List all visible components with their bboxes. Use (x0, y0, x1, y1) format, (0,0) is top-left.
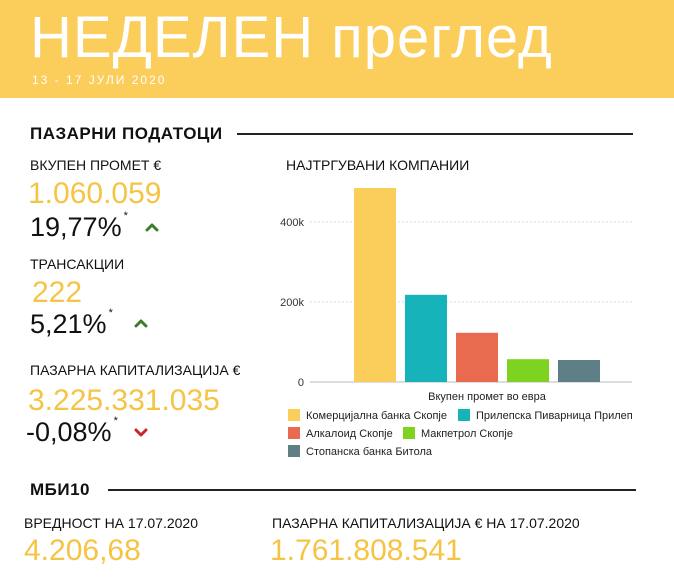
bar-2 (405, 294, 447, 382)
mbi10-value-label: ВРЕДНОСТ НА 17.07.2020 (24, 515, 198, 531)
turnover-value: 1.060.059 (28, 177, 162, 210)
legend-label: Прилепска Пиварница Прилеп (476, 410, 633, 422)
transactions-value: 222 (32, 276, 83, 309)
legend-item-3: Алкалоид Скопје (288, 427, 393, 440)
turnover-up-icon (145, 223, 159, 232)
mbi10-cap-label: ПАЗАРНА КАПИТАЛИЗАЦИЈА € НА 17.07.2020 (272, 515, 580, 531)
market-cap-change: -0,08% * (26, 415, 118, 448)
turnover-change-value: 19,77% (30, 212, 122, 242)
market-cap-label: ПАЗАРНА КАПИТАЛИЗАЦИЈА € (30, 362, 241, 378)
y-tick-label: 0 (298, 377, 304, 389)
legend-item-2: Прилепска Пиварница Прилеп (458, 409, 633, 422)
mbi10-heading: МБИ10 (30, 480, 91, 499)
transactions-asterisk: * (108, 307, 113, 319)
legend-label: Комерцијална банка Скопје (306, 410, 447, 422)
bar-1 (354, 188, 396, 382)
turnover-asterisk: * (123, 210, 128, 222)
market-data-heading: ПАЗАРНИ ПОДАТОЦИ (30, 124, 223, 143)
legend-label: Стопанска банка Битола (306, 446, 433, 458)
transactions-label: ТРАНСАКЦИИ (30, 256, 125, 272)
legend-item-4: Макпетрол Скопје (403, 427, 513, 440)
market-cap-change-value: -0,08% (26, 417, 112, 447)
mbi10-divider (108, 489, 636, 491)
top-companies-chart: 0 200k 400k Вкупен промет во евра (280, 188, 632, 403)
turnover-label: ВКУПЕН ПРОМЕТ € (30, 157, 162, 173)
y-tick-label: 400k (280, 217, 304, 229)
legend-item-5: Стопанска банка Битола (288, 445, 433, 458)
legend-label: Алкалоид Скопје (306, 428, 393, 440)
legend-swatch (288, 409, 300, 422)
legend-swatch (288, 427, 300, 440)
bar-3 (456, 332, 498, 382)
legend-label: Макпетрол Скопје (421, 428, 513, 440)
page-title: НЕДЕЛЕН преглед (30, 5, 553, 70)
bar-4 (507, 359, 549, 382)
legend-swatch (288, 445, 300, 458)
legend-swatch (403, 427, 415, 440)
market-cap-down-icon (134, 428, 148, 437)
y-tick-label: 200k (280, 297, 304, 309)
legend-item-1: Комерцијална банка Скопје (288, 409, 447, 422)
turnover-change: 19,77% * (30, 210, 128, 243)
transactions-up-icon (134, 319, 148, 328)
market-data-divider (237, 133, 633, 135)
bar-5 (558, 360, 600, 382)
header-banner: НЕДЕЛЕН преглед 13 - 17 ЈУЛИ 2020 (0, 0, 674, 98)
transactions-change-value: 5,21% (30, 309, 107, 339)
transactions-change: 5,21% * (30, 307, 113, 340)
mbi10-cap-value: 1.761.808.541 (270, 534, 462, 567)
mbi10-value: 4.206,68 (24, 534, 141, 567)
legend-swatch (458, 409, 470, 422)
market-cap-value: 3.225.331.035 (28, 384, 220, 417)
chart-title: НАЈТРГУВАНИ КОМПАНИИ (286, 157, 470, 173)
date-range: 13 - 17 ЈУЛИ 2020 (32, 73, 167, 87)
market-cap-asterisk: * (113, 415, 118, 427)
x-axis-label: Вкупен промет во евра (428, 391, 547, 403)
